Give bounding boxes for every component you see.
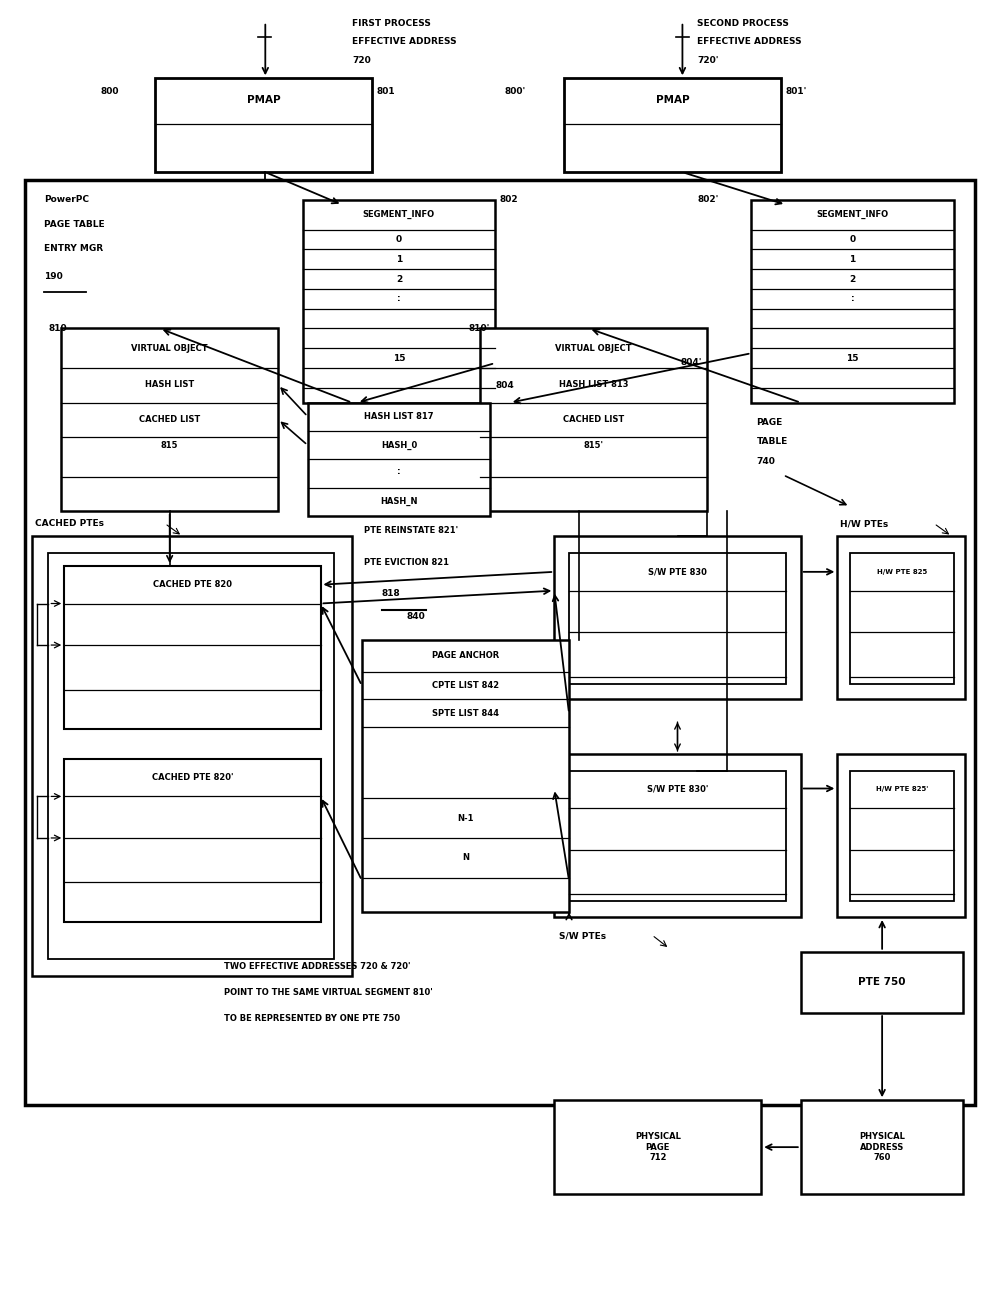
Text: 740: 740 xyxy=(756,458,775,467)
Text: 810: 810 xyxy=(48,324,67,333)
Bar xyxy=(569,552,786,684)
Text: 190: 190 xyxy=(44,272,63,281)
Text: 2: 2 xyxy=(396,274,402,283)
Bar xyxy=(850,771,954,901)
Text: PTE 750: PTE 750 xyxy=(858,978,906,988)
Text: VIRTUAL OBJECT: VIRTUAL OBJECT xyxy=(555,343,632,352)
Text: CACHED PTE 820': CACHED PTE 820' xyxy=(152,774,233,783)
Text: 804': 804' xyxy=(680,359,702,367)
Text: ENTRY MGR: ENTRY MGR xyxy=(44,244,104,254)
Text: 802: 802 xyxy=(500,195,519,204)
Text: PAGE ANCHOR: PAGE ANCHOR xyxy=(432,651,499,660)
Text: S/W PTEs: S/W PTEs xyxy=(559,932,606,941)
Text: HASH_N: HASH_N xyxy=(380,497,418,506)
Text: 720': 720' xyxy=(697,56,719,65)
Text: 802': 802' xyxy=(697,195,719,204)
Text: PowerPC: PowerPC xyxy=(44,195,89,204)
Text: FIRST PROCESS: FIRST PROCESS xyxy=(352,18,431,27)
Text: 720: 720 xyxy=(352,56,371,65)
Text: PMAP: PMAP xyxy=(656,95,689,105)
Bar xyxy=(362,640,569,913)
Text: H/W PTEs: H/W PTEs xyxy=(840,520,888,528)
Text: PHYSICAL
PAGE
712: PHYSICAL PAGE 712 xyxy=(635,1132,681,1162)
Text: S/W PTE 830': S/W PTE 830' xyxy=(647,785,708,794)
Text: 840: 840 xyxy=(406,612,425,621)
Text: 2: 2 xyxy=(849,274,856,283)
Bar xyxy=(801,1100,963,1195)
Text: SEGMENT_INFO: SEGMENT_INFO xyxy=(816,211,889,220)
Bar xyxy=(554,754,801,916)
Text: 15: 15 xyxy=(846,354,859,363)
Text: 15: 15 xyxy=(393,354,405,363)
Bar xyxy=(564,78,781,172)
Bar xyxy=(25,181,975,1105)
Bar xyxy=(155,78,372,172)
Text: 800: 800 xyxy=(101,87,119,95)
Text: PTE EVICTION 821: PTE EVICTION 821 xyxy=(364,558,449,567)
Text: TABLE: TABLE xyxy=(756,437,788,446)
Text: :: : xyxy=(851,294,854,303)
Bar xyxy=(64,759,321,922)
Text: SECOND PROCESS: SECOND PROCESS xyxy=(697,18,789,27)
Bar xyxy=(837,536,965,699)
Text: TWO EFFECTIVE ADDRESSES 720 & 720': TWO EFFECTIVE ADDRESSES 720 & 720' xyxy=(224,962,410,971)
Text: HASH LIST 817: HASH LIST 817 xyxy=(364,412,434,421)
Bar xyxy=(303,200,495,403)
Text: 815: 815 xyxy=(161,441,178,450)
Text: HASH LIST 813: HASH LIST 813 xyxy=(559,381,628,390)
Text: VIRTUAL OBJECT: VIRTUAL OBJECT xyxy=(131,343,208,352)
Text: 1: 1 xyxy=(849,255,856,264)
Text: SPTE LIST 844: SPTE LIST 844 xyxy=(432,708,499,718)
Text: PHYSICAL
ADDRESS
760: PHYSICAL ADDRESS 760 xyxy=(859,1132,905,1162)
Text: CPTE LIST 842: CPTE LIST 842 xyxy=(432,681,499,690)
Text: N-1: N-1 xyxy=(457,814,474,823)
Text: 818: 818 xyxy=(382,589,400,598)
Text: 801: 801 xyxy=(377,87,395,95)
Text: H/W PTE 825': H/W PTE 825' xyxy=(876,786,928,793)
Bar xyxy=(837,754,965,916)
Text: TO BE REPRESENTED BY ONE PTE 750: TO BE REPRESENTED BY ONE PTE 750 xyxy=(224,1014,400,1023)
Text: :: : xyxy=(397,294,401,303)
Text: PAGE TABLE: PAGE TABLE xyxy=(44,220,105,229)
Bar xyxy=(308,403,490,516)
Text: CACHED LIST: CACHED LIST xyxy=(563,415,624,424)
Text: :: : xyxy=(397,468,401,476)
Bar xyxy=(850,552,954,684)
Text: EFFECTIVE ADDRESS: EFFECTIVE ADDRESS xyxy=(697,36,802,46)
Text: PMAP: PMAP xyxy=(247,95,280,105)
Text: S/W PTE 830: S/W PTE 830 xyxy=(648,567,707,576)
Text: CACHED PTE 820: CACHED PTE 820 xyxy=(153,580,232,589)
Text: HASH_0: HASH_0 xyxy=(381,441,417,450)
Bar xyxy=(32,536,352,976)
Text: EFFECTIVE ADDRESS: EFFECTIVE ADDRESS xyxy=(352,36,457,46)
Text: HASH LIST: HASH LIST xyxy=(145,381,194,390)
Bar xyxy=(569,771,786,901)
Bar xyxy=(61,329,278,511)
Text: PAGE: PAGE xyxy=(756,417,783,426)
Text: 815': 815' xyxy=(584,441,604,450)
Text: 801': 801' xyxy=(786,87,807,95)
Text: 0: 0 xyxy=(849,235,856,244)
Text: POINT TO THE SAME VIRTUAL SEGMENT 810': POINT TO THE SAME VIRTUAL SEGMENT 810' xyxy=(224,988,433,997)
Bar xyxy=(480,329,707,511)
Text: 0: 0 xyxy=(396,235,402,244)
Bar xyxy=(801,952,963,1013)
Bar xyxy=(554,536,801,699)
Bar xyxy=(64,566,321,729)
Text: PTE REINSTATE 821': PTE REINSTATE 821' xyxy=(364,526,458,536)
Text: SEGMENT_INFO: SEGMENT_INFO xyxy=(363,211,435,220)
Text: CACHED PTEs: CACHED PTEs xyxy=(35,520,104,528)
Text: 810': 810' xyxy=(468,324,490,333)
Text: 804: 804 xyxy=(495,381,514,390)
Text: H/W PTE 825: H/W PTE 825 xyxy=(877,569,927,575)
Bar xyxy=(554,1100,761,1195)
Bar xyxy=(48,552,334,958)
Bar xyxy=(751,200,954,403)
Text: CACHED LIST: CACHED LIST xyxy=(139,415,200,424)
Text: N: N xyxy=(462,853,469,862)
Text: 800': 800' xyxy=(505,87,526,95)
Text: 1: 1 xyxy=(396,255,402,264)
